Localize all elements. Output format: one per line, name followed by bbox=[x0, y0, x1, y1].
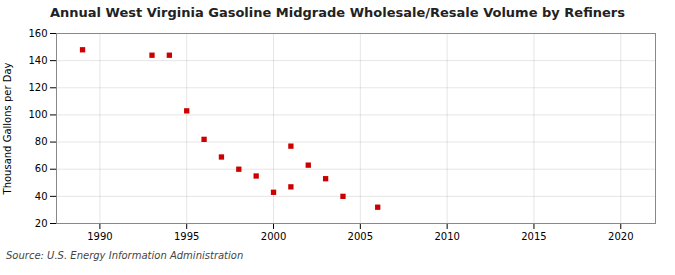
svg-text:1995: 1995 bbox=[174, 231, 199, 242]
svg-text:60: 60 bbox=[35, 163, 48, 174]
svg-text:2005: 2005 bbox=[348, 231, 373, 242]
svg-text:2020: 2020 bbox=[608, 231, 633, 242]
svg-text:40: 40 bbox=[35, 191, 48, 202]
svg-text:120: 120 bbox=[28, 82, 47, 93]
html-text:Annual West Virginia Gasoline: Annual West Virginia Gasoline Midgrade W… bbox=[50, 5, 625, 20]
svg-text:20: 20 bbox=[35, 218, 48, 229]
svg-text:140: 140 bbox=[28, 55, 47, 66]
svg-text:1990: 1990 bbox=[87, 231, 112, 242]
svg-text:100: 100 bbox=[28, 109, 47, 120]
svg-text:2015: 2015 bbox=[521, 231, 546, 242]
svg-text:Thousand Gallons per Day: Thousand Gallons per Day bbox=[2, 62, 13, 195]
svg-text:160: 160 bbox=[28, 28, 47, 39]
svg-text:2000: 2000 bbox=[261, 231, 286, 242]
svg-text:80: 80 bbox=[35, 136, 48, 147]
svg-text:2010: 2010 bbox=[434, 231, 459, 242]
html-text:Source: U.S. Energy Informatio: Source: U.S. Energy Information Administ… bbox=[6, 250, 244, 261]
